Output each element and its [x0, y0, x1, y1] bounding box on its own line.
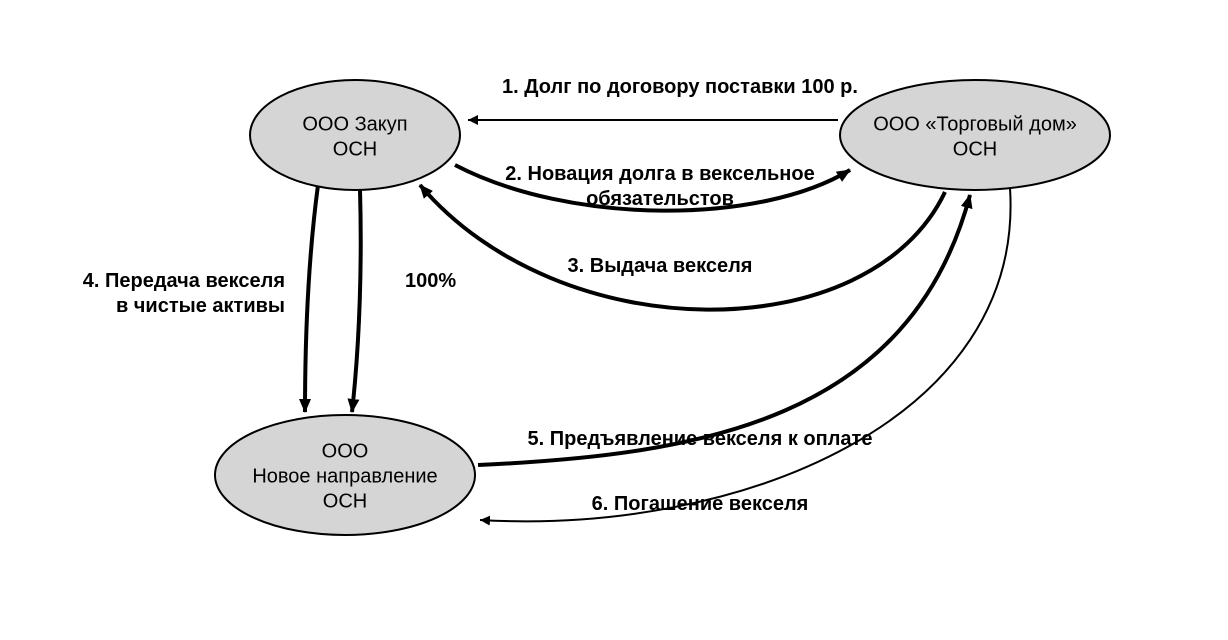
node-torgdom: ООО «Торговый дом» ОСН — [840, 80, 1110, 190]
edge-6-label: 6. Погашение векселя — [592, 493, 809, 515]
node-novoe-line3: ОСН — [323, 490, 367, 512]
edge-4-label-2: в чистые активы — [116, 295, 285, 317]
edge-pct: 100% — [352, 190, 456, 412]
node-novoe-line2: Новое направление — [252, 465, 437, 487]
edge-5: 5. Предъявление векселя к оплате — [478, 195, 970, 465]
node-zakup-line2: ОСН — [333, 138, 377, 160]
diagram-canvas: 1. Долг по договору поставки 100 р. 2. Н… — [0, 0, 1228, 640]
edge-1-label: 1. Долг по договору поставки 100 р. — [502, 76, 858, 98]
node-novoe-line1: ООО — [322, 440, 369, 462]
edge-4-label-1: 4. Передача векселя — [83, 270, 285, 292]
edge-2-label-2: обязательстов — [586, 188, 734, 210]
edge-2-label-1: 2. Новация долга в вексельное — [505, 163, 814, 185]
edge-2: 2. Новация долга в вексельное обязательс… — [455, 163, 850, 211]
edge-1: 1. Долг по договору поставки 100 р. — [468, 76, 858, 120]
edge-4: 4. Передача векселя в чистые активы — [83, 185, 318, 412]
node-torgdom-line2: ОСН — [953, 138, 997, 160]
edge-3-label: 3. Выдача векселя — [568, 255, 753, 277]
node-novoe: ООО Новое направление ОСН — [215, 415, 475, 535]
edge-6: 6. Погашение векселя — [480, 188, 1011, 521]
node-zakup: ООО Закуп ОСН — [250, 80, 460, 190]
node-zakup-line1: ООО Закуп — [302, 113, 407, 135]
edge-5-label: 5. Предъявление векселя к оплате — [528, 428, 873, 450]
node-torgdom-line1: ООО «Торговый дом» — [873, 113, 1077, 135]
edge-pct-label: 100% — [405, 270, 456, 292]
